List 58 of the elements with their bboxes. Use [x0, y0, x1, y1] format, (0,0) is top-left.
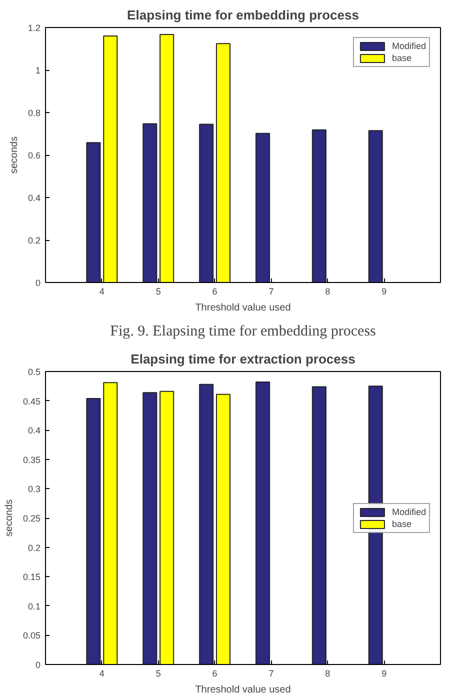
- x-tick-label: 5: [156, 286, 161, 296]
- y-tick-label: 0.8: [28, 108, 41, 118]
- bar: [160, 390, 174, 664]
- y-tick-label: 0: [35, 278, 41, 288]
- y-tick-label: 0.45: [22, 396, 41, 406]
- caption: Fig. 9. Elapsing time for embedding process: [110, 324, 376, 340]
- bar: [255, 382, 270, 664]
- x-tick-label: 8: [325, 286, 330, 296]
- y-tick-label: 0.5: [28, 367, 41, 377]
- chart-title: Elapsing time for embedding process: [127, 8, 359, 22]
- x-tick-label: 9: [382, 668, 387, 678]
- y-axis-title: seconds: [4, 499, 15, 537]
- y-tick-label: 0.1: [28, 601, 41, 612]
- x-axis-title: Threshold value used: [195, 302, 291, 314]
- y-tick-label: 1: [35, 66, 41, 76]
- chart-title: Elapsing time for extraction process: [130, 352, 356, 366]
- bar: [216, 43, 231, 282]
- x-tick-label: 6: [212, 668, 218, 678]
- y-tick-label: 0.2: [28, 542, 41, 553]
- x-tick-label: 9: [382, 286, 387, 296]
- x-tick-label: 7: [268, 668, 274, 678]
- x-tick-label: 4: [99, 286, 104, 296]
- bar: [86, 142, 101, 282]
- legend-label: base: [392, 53, 412, 63]
- y-tick-label: 0.05: [22, 630, 41, 641]
- bar: [199, 384, 214, 664]
- bar: [103, 36, 118, 282]
- y-tick-label: 0.6: [28, 150, 41, 160]
- legend-label: base: [392, 518, 412, 528]
- bar: [312, 129, 326, 282]
- y-tick-label: 0: [35, 660, 41, 670]
- bar: [142, 123, 158, 282]
- y-tick-label: 0.4: [28, 426, 41, 436]
- bar: [199, 124, 214, 282]
- bar: [312, 386, 326, 664]
- y-tick-label: 0.3: [28, 484, 41, 494]
- bar: [255, 132, 270, 282]
- bar: [216, 394, 231, 664]
- x-tick-label: 8: [325, 668, 330, 678]
- y-tick-label: 0.4: [28, 193, 41, 203]
- y-tick-label: 0.2: [28, 236, 41, 246]
- bar: [103, 382, 118, 664]
- bar: [86, 398, 101, 664]
- y-tick-label: 0.35: [22, 454, 41, 465]
- y-tick-label: 0.25: [22, 514, 41, 524]
- y-tick-label: 0.15: [22, 572, 41, 582]
- x-tick-label: 7: [268, 286, 274, 296]
- y-axis-title: seconds: [8, 136, 20, 174]
- bar: [142, 392, 158, 664]
- legend-label: Modified: [392, 41, 426, 51]
- x-tick-label: 5: [156, 668, 161, 678]
- x-axis-title: Threshold value used: [195, 684, 291, 696]
- y-tick-label: 1.2: [28, 23, 41, 33]
- bar: [368, 130, 383, 282]
- legend-label: Modified: [392, 506, 426, 516]
- x-tick-label: 4: [99, 668, 104, 678]
- x-tick-label: 6: [212, 286, 218, 296]
- bar: [160, 34, 174, 282]
